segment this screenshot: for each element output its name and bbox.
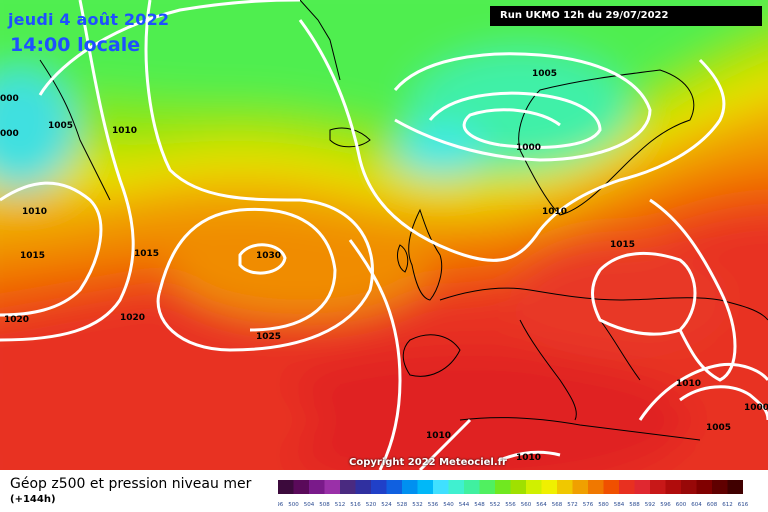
legend-tick-label: 564	[536, 502, 547, 508]
legend-tick-label: 608	[707, 502, 718, 508]
legend-tick-label: 536	[428, 502, 439, 508]
legend-tick-label: 604	[691, 502, 702, 508]
legend-swatch	[588, 480, 604, 494]
legend-tick-label: 560	[521, 502, 532, 508]
isobar-label: 1010	[516, 453, 541, 463]
legend-tick-label: 516	[350, 502, 361, 508]
legend-tick-label: 568	[552, 502, 563, 508]
isobar-label: 1020	[120, 313, 145, 323]
color-scale-legend: 496 500 504 508 512 516 520 524 528 532 536 540 544 5…	[278, 480, 749, 508]
legend-tick-label: 552	[490, 502, 501, 508]
legend-swatch	[479, 480, 495, 494]
legend-tick-label: 588	[629, 502, 640, 508]
legend-tick-label: 496	[278, 502, 284, 508]
legend-tick-label: 584	[614, 502, 625, 508]
legend-swatch	[665, 480, 681, 494]
legend-tick-label: 544	[459, 502, 470, 508]
isobar-label: 1010	[112, 126, 137, 136]
legend-swatch	[650, 480, 666, 494]
isobar-label: 1025	[256, 332, 281, 342]
legend-tick-label: 524	[381, 502, 392, 508]
isobar-label: 000	[0, 94, 19, 104]
isobars	[0, 0, 768, 470]
legend-tick-label: 576	[583, 502, 594, 508]
legend-swatch	[293, 480, 309, 494]
legend-swatch	[619, 480, 635, 494]
legend-tick-label: 520	[366, 502, 377, 508]
legend-tick-label: 548	[474, 502, 485, 508]
legend-swatch	[727, 480, 743, 494]
legend-tick-label: 528	[397, 502, 408, 508]
footer: Géop z500 et pression niveau mer (+144h)…	[0, 470, 768, 512]
isobar-label: 1010	[676, 379, 701, 389]
isobar-label: 1030	[256, 251, 281, 261]
legend-tick-label: 616	[738, 502, 749, 508]
legend-tick-label: 556	[505, 502, 516, 508]
legend-tick-label: 532	[412, 502, 423, 508]
isobar-labels: 1005 1010 1010 1015 1020 1020 1030 1025 …	[0, 69, 768, 463]
legend-tick-label: 540	[443, 502, 454, 508]
isobar-label: 1015	[134, 249, 159, 259]
isobar-label: 1000	[516, 143, 541, 153]
legend-tick-label: 504	[304, 502, 315, 508]
isobar-label: 1000	[744, 403, 768, 413]
legend-swatch	[433, 480, 449, 494]
map-title: Géop z500 et pression niveau mer	[10, 476, 252, 492]
legend-swatch	[324, 480, 340, 494]
isobar-label: 1010	[22, 207, 47, 217]
legend-tick-label: 592	[645, 502, 656, 508]
isobar-label: 1005	[48, 121, 73, 131]
legend-swatch	[541, 480, 557, 494]
legend-swatch	[634, 480, 650, 494]
legend-swatch	[696, 480, 712, 494]
legend-tick-label: 596	[660, 502, 671, 508]
copyright-text: Copyright 2022 Meteociel.fr	[349, 457, 507, 468]
weather-map: 1005 1010 1010 1015 1020 1020 1030 1025 …	[0, 0, 768, 470]
legend-tick-label: 600	[676, 502, 687, 508]
legend-swatch	[510, 480, 526, 494]
isobar-label: 1010	[542, 207, 567, 217]
run-info: Run UKMO 12h du 29/07/2022	[490, 6, 762, 26]
legend-tick-label: 500	[288, 502, 299, 508]
legend-swatch	[417, 480, 433, 494]
legend-swatch	[557, 480, 573, 494]
legend-swatch	[526, 480, 542, 494]
legend-swatch	[464, 480, 480, 494]
legend-swatch	[402, 480, 418, 494]
forecast-date: jeudi 4 août 2022	[8, 10, 170, 29]
isobar-label: 1010	[426, 431, 451, 441]
legend-swatch	[309, 480, 325, 494]
legend-swatch	[495, 480, 511, 494]
legend-swatch	[603, 480, 619, 494]
legend-tick-label: 580	[598, 502, 609, 508]
isobar-label: 1020	[4, 315, 29, 325]
legend-tick-label: 612	[722, 502, 733, 508]
legend-swatch	[355, 480, 371, 494]
legend-swatch	[681, 480, 697, 494]
legend-swatch	[340, 480, 356, 494]
legend-swatch	[448, 480, 464, 494]
isobar-label: 1015	[610, 240, 635, 250]
isobar-label: 1015	[20, 251, 45, 261]
isobar-label: 1005	[706, 423, 731, 433]
forecast-offset: (+144h)	[10, 494, 56, 505]
legend-swatch	[712, 480, 728, 494]
isobar-label: 000	[0, 129, 19, 139]
isobar-label: 1005	[532, 69, 557, 79]
legend-tick-label: 508	[319, 502, 330, 508]
legend-swatch	[572, 480, 588, 494]
legend-tick-label: 572	[567, 502, 578, 508]
coastlines	[39, 0, 768, 441]
legend-tick-label: 512	[335, 502, 346, 508]
forecast-time: 14:00 locale	[10, 34, 141, 56]
legend-swatch	[278, 480, 294, 494]
legend-swatch	[386, 480, 402, 494]
legend-swatch	[371, 480, 387, 494]
